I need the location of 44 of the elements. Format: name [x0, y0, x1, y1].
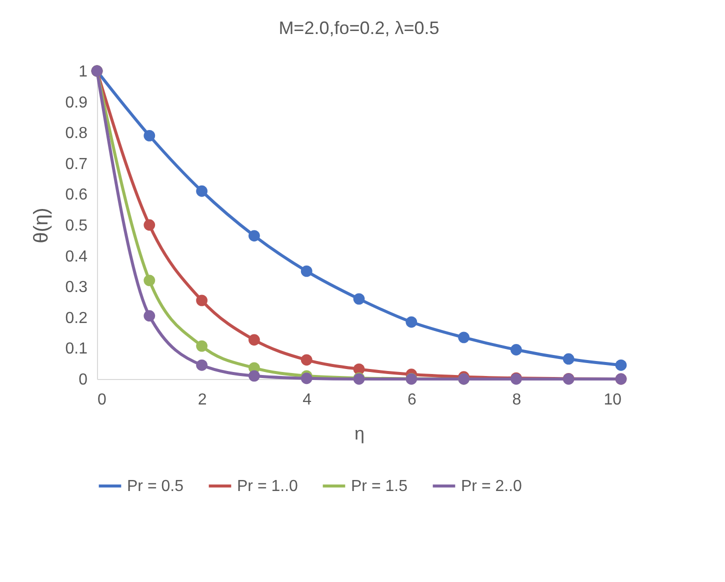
x-tick-label: 6 [407, 392, 416, 408]
y-tick-label: 1 [78, 64, 88, 80]
point [458, 332, 470, 344]
y-axis-title: θ(η) [30, 208, 52, 244]
legend-label: Pr = 2..0 [461, 478, 522, 495]
point [300, 372, 312, 384]
point [144, 310, 156, 322]
legend-label: Pr = 1..0 [237, 478, 298, 495]
x-tick-label: 4 [302, 392, 312, 408]
y-tick-label: 0.2 [65, 310, 88, 327]
x-tick-label: 10 [604, 392, 622, 408]
point [248, 334, 260, 346]
y-tick-label: 0.8 [65, 125, 88, 142]
point [196, 340, 208, 352]
chart-title: M=2.0,fo=0.2, λ=0.5 [278, 18, 440, 38]
y-tick-label: 0.3 [65, 279, 88, 296]
y-tick-label: 0.4 [65, 248, 88, 266]
legend-label: Pr = 1.5 [351, 478, 408, 495]
y-tick-label: 0.9 [65, 94, 88, 112]
legend-label: Pr = 0.5 [127, 478, 184, 495]
point [300, 266, 312, 277]
y-tick-label: 0.1 [65, 340, 88, 358]
x-tick-label: 8 [512, 392, 522, 408]
point [196, 359, 208, 371]
point [615, 359, 627, 371]
point [300, 354, 312, 366]
point [144, 274, 156, 286]
point [196, 294, 208, 306]
point [562, 353, 574, 365]
point [248, 370, 260, 382]
point [248, 230, 260, 242]
point [353, 293, 365, 305]
point [510, 344, 522, 356]
y-tick-label: 0.6 [65, 186, 88, 204]
y-tick-label: 0.5 [65, 218, 88, 234]
x-axis-title: η [354, 424, 365, 444]
y-tick-label: 0 [78, 372, 88, 388]
point [196, 185, 208, 197]
point [144, 130, 156, 142]
x-tick-label: 0 [98, 392, 106, 408]
y-tick-label: 0.7 [65, 156, 88, 173]
point [406, 316, 418, 328]
point [144, 219, 156, 231]
x-tick-label: 2 [198, 392, 207, 408]
